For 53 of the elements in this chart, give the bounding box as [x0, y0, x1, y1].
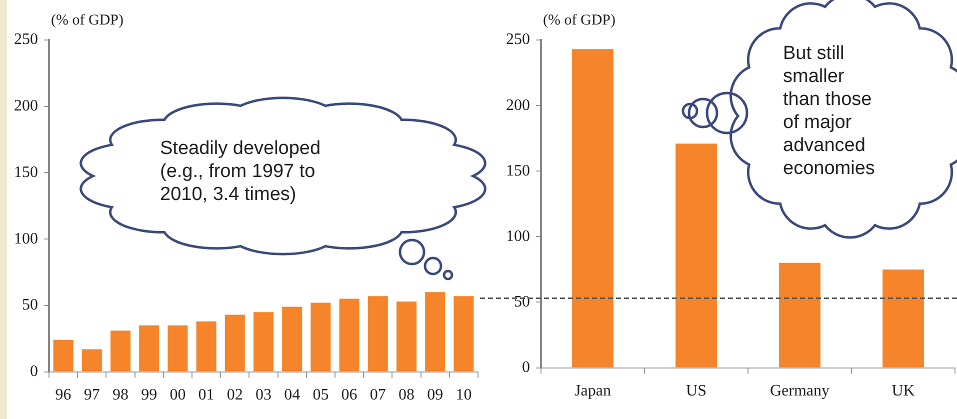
y-tick-label: 100 [14, 230, 38, 248]
x-tick-label: 03 [256, 386, 272, 404]
y-tick-label: 0 [30, 363, 38, 380]
x-tick-label: 09 [427, 386, 444, 404]
y-tick-label: 250 [506, 31, 530, 48]
x-tick-label: US [686, 382, 706, 400]
x-tick-label: 96 [55, 386, 72, 404]
bar [310, 302, 331, 372]
x-tick-label: 00 [170, 386, 186, 404]
bar [882, 269, 924, 368]
bar [110, 330, 131, 372]
x-tick-label: 08 [398, 386, 414, 404]
y-tick-label: 50 [22, 296, 38, 314]
bar [53, 340, 74, 372]
bar [572, 49, 614, 368]
x-tick-label: 98 [112, 386, 128, 404]
y-tick-label: 200 [14, 98, 38, 115]
bar [396, 301, 417, 372]
y-tick-label: 0 [522, 359, 530, 376]
y-tick-label: 250 [14, 31, 38, 48]
y-axis-title: (% of GDP) [51, 12, 124, 28]
y-axis-title: (% of GDP) [543, 12, 616, 28]
bar [139, 325, 160, 372]
x-tick-label: Germany [770, 382, 830, 400]
bar [368, 296, 388, 372]
x-tick-label: 01 [198, 386, 214, 404]
bar [253, 312, 274, 372]
annotation: But still smaller than those of major advanced economies [783, 42, 875, 180]
bar [82, 349, 102, 372]
x-tick-label: 97 [84, 386, 100, 404]
x-tick-label: 02 [226, 386, 243, 404]
x-tick-label: 06 [341, 386, 358, 404]
y-tick-label: 150 [506, 162, 530, 180]
bar [779, 262, 820, 368]
annotation: Steadily developed (e.g., from 1997 to 2010, 3.4 times) [160, 137, 321, 206]
x-tick-label: UK [892, 382, 916, 400]
bar [454, 296, 474, 372]
bar [676, 144, 717, 368]
bar [339, 298, 360, 372]
y-tick-label: 200 [506, 96, 530, 114]
bar [282, 306, 302, 372]
x-tick-label: Japan [574, 382, 611, 400]
bar [224, 314, 245, 372]
bar [196, 321, 216, 372]
x-tick-label: 10 [456, 386, 472, 404]
y-tick-label: 100 [506, 228, 530, 245]
bar [168, 325, 188, 372]
x-tick-label: 07 [370, 386, 386, 404]
x-tick-label: 99 [141, 386, 158, 404]
bar [425, 292, 446, 372]
y-tick-label: 150 [14, 164, 38, 181]
x-tick-label: 05 [312, 386, 329, 404]
x-tick-label: 04 [284, 386, 300, 404]
